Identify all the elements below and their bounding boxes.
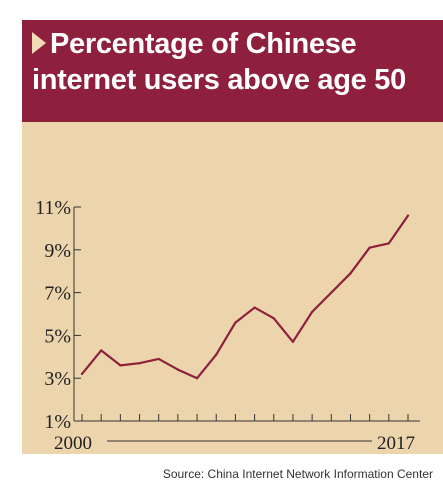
data-point	[311, 310, 314, 313]
data-point	[195, 377, 199, 380]
y-tick-label: 1%	[44, 411, 71, 433]
data-point	[80, 372, 84, 376]
data-point	[138, 362, 141, 365]
title-line-1: Percentage of Chinese	[50, 28, 357, 60]
plot-background	[22, 122, 443, 454]
data-point	[253, 306, 256, 309]
title-banner: Percentage of Chinese internet users abo…	[22, 20, 443, 122]
title-line-2: internet users above age 50	[32, 64, 406, 96]
y-tick-label: 9%	[44, 240, 71, 262]
data-point	[330, 291, 333, 294]
data-point	[387, 242, 390, 245]
y-tick-label: 5%	[44, 325, 71, 347]
chart-title: Percentage of Chinese internet users abo…	[32, 26, 437, 98]
data-point	[349, 272, 352, 275]
data-point	[272, 317, 275, 320]
data-point	[368, 246, 371, 249]
data-point	[176, 368, 179, 371]
y-tick-label: 3%	[44, 368, 71, 390]
x-tick-label-start: 2000	[54, 433, 92, 454]
data-point	[100, 349, 103, 352]
data-point	[234, 321, 237, 324]
x-tick-label-end: 2017	[377, 433, 415, 454]
y-tick-label: 7%	[44, 283, 71, 305]
data-point	[291, 340, 295, 343]
data-point	[406, 214, 410, 217]
data-point	[157, 357, 160, 361]
source-note: Source: China Internet Network Informati…	[162, 467, 433, 481]
series-line	[80, 214, 410, 380]
y-tick-label: 11%	[35, 197, 71, 219]
triangle-arrow-icon	[32, 32, 46, 54]
data-point	[119, 364, 122, 367]
data-point	[215, 353, 218, 356]
